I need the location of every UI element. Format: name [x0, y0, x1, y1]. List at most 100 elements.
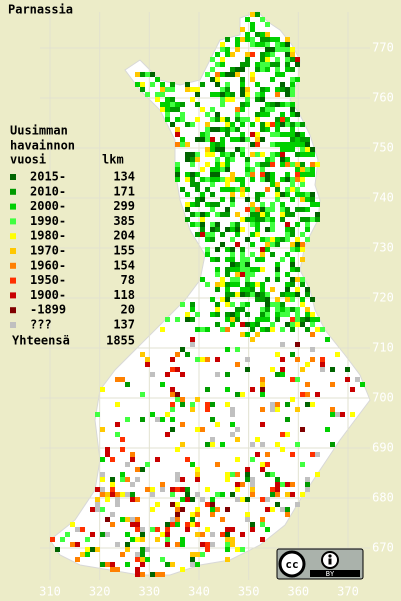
- observation-square: [230, 67, 235, 72]
- observation-square: [110, 457, 115, 462]
- observation-square: [260, 297, 265, 302]
- observation-square: [280, 102, 285, 107]
- observation-square: [215, 312, 220, 317]
- observation-square: [190, 317, 195, 322]
- observation-square: [260, 17, 265, 22]
- observation-square: [170, 517, 175, 522]
- observation-square: [225, 207, 230, 212]
- observation-square: [220, 187, 225, 192]
- observation-square: [240, 267, 245, 272]
- observation-square: [300, 192, 305, 197]
- observation-square: [210, 442, 215, 447]
- observation-square: [205, 442, 210, 447]
- observation-square: [265, 217, 270, 222]
- observation-square: [225, 187, 230, 192]
- y-tick-label: 720: [372, 291, 394, 305]
- observation-square: [195, 222, 200, 227]
- observation-square: [250, 222, 255, 227]
- observation-square: [230, 262, 235, 267]
- observation-square: [210, 532, 215, 537]
- observation-square: [200, 222, 205, 227]
- observation-square: [225, 117, 230, 122]
- observation-square: [260, 462, 265, 467]
- observation-square: [290, 87, 295, 92]
- observation-square: [290, 352, 295, 357]
- observation-square: [300, 122, 305, 127]
- observation-square: [150, 372, 155, 377]
- observation-square: [250, 167, 255, 172]
- observation-square: [190, 462, 195, 467]
- observation-square: [260, 92, 265, 97]
- observation-square: [225, 72, 230, 77]
- observation-square: [255, 317, 260, 322]
- observation-square: [250, 442, 255, 447]
- observation-square: [285, 142, 290, 147]
- observation-square: [280, 117, 285, 122]
- observation-square: [140, 572, 145, 577]
- observation-square: [240, 302, 245, 307]
- observation-square: [245, 322, 250, 327]
- observation-square: [300, 182, 305, 187]
- observation-square: [200, 177, 205, 182]
- observation-square: [295, 502, 300, 507]
- observation-square: [240, 67, 245, 72]
- observation-square: [280, 87, 285, 92]
- observation-square: [295, 167, 300, 172]
- observation-square: [225, 87, 230, 92]
- observation-square: [205, 232, 210, 237]
- observation-square: [285, 417, 290, 422]
- legend-label: 1990-: [30, 214, 66, 228]
- legend-count: 204: [113, 229, 135, 243]
- observation-square: [305, 327, 310, 332]
- observation-square: [60, 537, 65, 542]
- observation-square: [175, 102, 180, 107]
- observation-square: [125, 562, 130, 567]
- observation-square: [225, 182, 230, 187]
- observation-square: [185, 177, 190, 182]
- observation-square: [135, 567, 140, 572]
- observation-square: [250, 527, 255, 532]
- observation-square: [305, 287, 310, 292]
- observation-square: [195, 152, 200, 157]
- legend-label: 2010-: [30, 184, 66, 198]
- observation-square: [310, 192, 315, 197]
- observation-square: [195, 312, 200, 317]
- observation-square: [225, 92, 230, 97]
- observation-square: [285, 57, 290, 62]
- observation-square: [160, 487, 165, 492]
- observation-square: [125, 542, 130, 547]
- observation-square: [220, 92, 225, 97]
- cc-text: cc: [285, 558, 298, 571]
- observation-square: [195, 172, 200, 177]
- observation-square: [240, 292, 245, 297]
- observation-square: [285, 122, 290, 127]
- observation-square: [310, 202, 315, 207]
- observation-square: [310, 152, 315, 157]
- observation-square: [230, 52, 235, 57]
- observation-square: [190, 87, 195, 92]
- observation-square: [50, 537, 55, 542]
- observation-square: [185, 207, 190, 212]
- observation-square: [260, 177, 265, 182]
- observation-square: [260, 87, 265, 92]
- observation-square: [235, 482, 240, 487]
- observation-square: [300, 492, 305, 497]
- observation-square: [235, 222, 240, 227]
- observation-square: [205, 112, 210, 117]
- observation-square: [275, 152, 280, 157]
- observation-square: [300, 147, 305, 152]
- observation-square: [150, 527, 155, 532]
- observation-square: [120, 377, 125, 382]
- observation-square: [240, 92, 245, 97]
- observation-square: [255, 212, 260, 217]
- observation-square: [285, 307, 290, 312]
- observation-square: [125, 492, 130, 497]
- observation-square: [210, 502, 215, 507]
- observation-square: [250, 492, 255, 497]
- observation-square: [270, 472, 275, 477]
- observation-square: [275, 67, 280, 72]
- observation-square: [290, 92, 295, 97]
- observation-square: [220, 442, 225, 447]
- observation-square: [265, 247, 270, 252]
- observation-square: [160, 482, 165, 487]
